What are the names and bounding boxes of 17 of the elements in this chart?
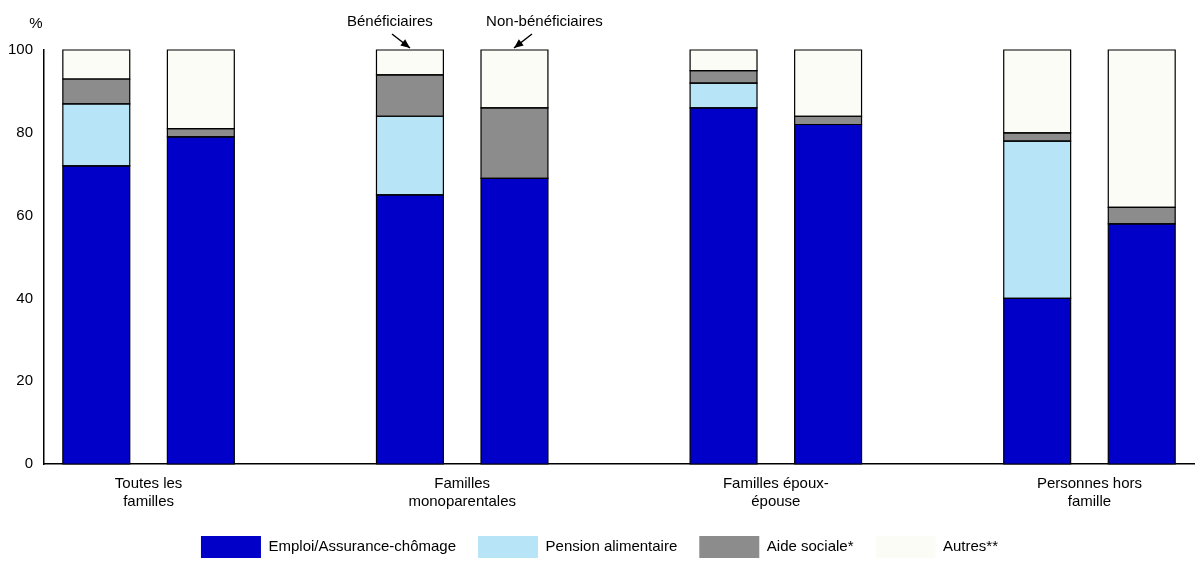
y-axis-title: % — [29, 14, 43, 31]
x-tick-label: Toutes les familles — [114, 474, 183, 510]
legend-label: Autres** — [943, 537, 999, 555]
y-tick-label: 80 — [16, 122, 34, 140]
y-tick-label: 0 — [24, 454, 34, 472]
text: Bénéficiaires — [346, 12, 433, 29]
text: Non-bénéficiaires — [486, 12, 603, 29]
y-tick-label: 20 — [16, 371, 34, 389]
x-tick-label: Personnes hors famille — [1036, 474, 1142, 510]
y-tick-label: 40 — [16, 288, 34, 306]
legend-label: Emploi/Assurance-chômage — [268, 537, 457, 555]
y-tick-label: 100 — [8, 40, 34, 58]
legend-label: Aide sociale* — [766, 537, 854, 555]
x-tick-label: Familles monoparentales — [408, 474, 516, 510]
legend-label: Pension alimentaire — [545, 537, 678, 555]
x-tick-label: Familles époux-épouse — [722, 474, 829, 510]
y-tick-label: 60 — [16, 205, 34, 223]
